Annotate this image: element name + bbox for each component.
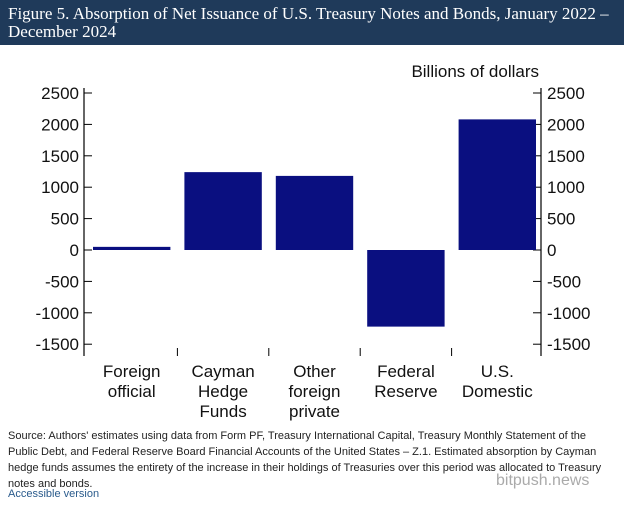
y-tick-label-left: 500 bbox=[51, 210, 79, 229]
x-tick-label: U.S. bbox=[481, 362, 514, 381]
bar bbox=[367, 250, 445, 327]
y-tick-label-right: -500 bbox=[547, 272, 581, 291]
watermark: bitpush.news bbox=[496, 472, 590, 489]
x-tick-label: Domestic bbox=[462, 382, 533, 401]
y-tick-label-left: 1500 bbox=[41, 147, 79, 166]
y-tick-label-right: 1500 bbox=[547, 147, 585, 166]
bar bbox=[93, 246, 171, 250]
y-tick-label-left: -500 bbox=[45, 272, 79, 291]
bar bbox=[458, 119, 536, 250]
x-tick-label: Federal bbox=[377, 362, 435, 381]
bar bbox=[275, 175, 354, 250]
y-tick-label-right: -1500 bbox=[547, 335, 590, 354]
x-tick-label: Cayman bbox=[191, 362, 254, 381]
y-tick-label-left: 0 bbox=[70, 241, 79, 260]
y-tick-label-left: -1500 bbox=[36, 335, 79, 354]
bar-chart: Billions of dollars 2500 2500 2000 2000 1500 1… bbox=[36, 62, 591, 421]
y-tick-label-right: 500 bbox=[547, 210, 575, 229]
y-axis-label: Billions of dollars bbox=[411, 62, 539, 81]
y-tick-label-right: -1000 bbox=[547, 304, 590, 323]
y-tick-label-right: 2000 bbox=[547, 115, 585, 134]
y-tick-label-left: 1000 bbox=[41, 178, 79, 197]
x-tick-label: Hedge bbox=[198, 382, 248, 401]
x-tick-label: Funds bbox=[199, 402, 246, 421]
x-tick-label: private bbox=[289, 402, 340, 421]
accessible-version-link[interactable]: Accessible version bbox=[8, 488, 100, 500]
bar bbox=[184, 172, 262, 250]
y-tick-label-left: 2000 bbox=[41, 115, 79, 134]
source-note: Source: Authors' estimates using data fr… bbox=[8, 430, 602, 490]
y-tick-label-right: 1000 bbox=[547, 178, 585, 197]
x-tick-label: Reserve bbox=[374, 382, 437, 401]
x-tick-label: Other bbox=[293, 362, 336, 381]
x-tick-label: foreign bbox=[289, 382, 341, 401]
x-tick-label: official bbox=[108, 382, 156, 401]
y-tick-label-right: 0 bbox=[547, 241, 556, 260]
figure-title: Figure 5. Absorption of Net Issuance of … bbox=[0, 0, 624, 45]
y-tick-label-right: 2500 bbox=[547, 84, 585, 103]
y-tick-label-left: -1000 bbox=[36, 304, 79, 323]
y-tick-label-left: 2500 bbox=[41, 84, 79, 103]
x-tick-label: Foreign bbox=[103, 362, 161, 381]
